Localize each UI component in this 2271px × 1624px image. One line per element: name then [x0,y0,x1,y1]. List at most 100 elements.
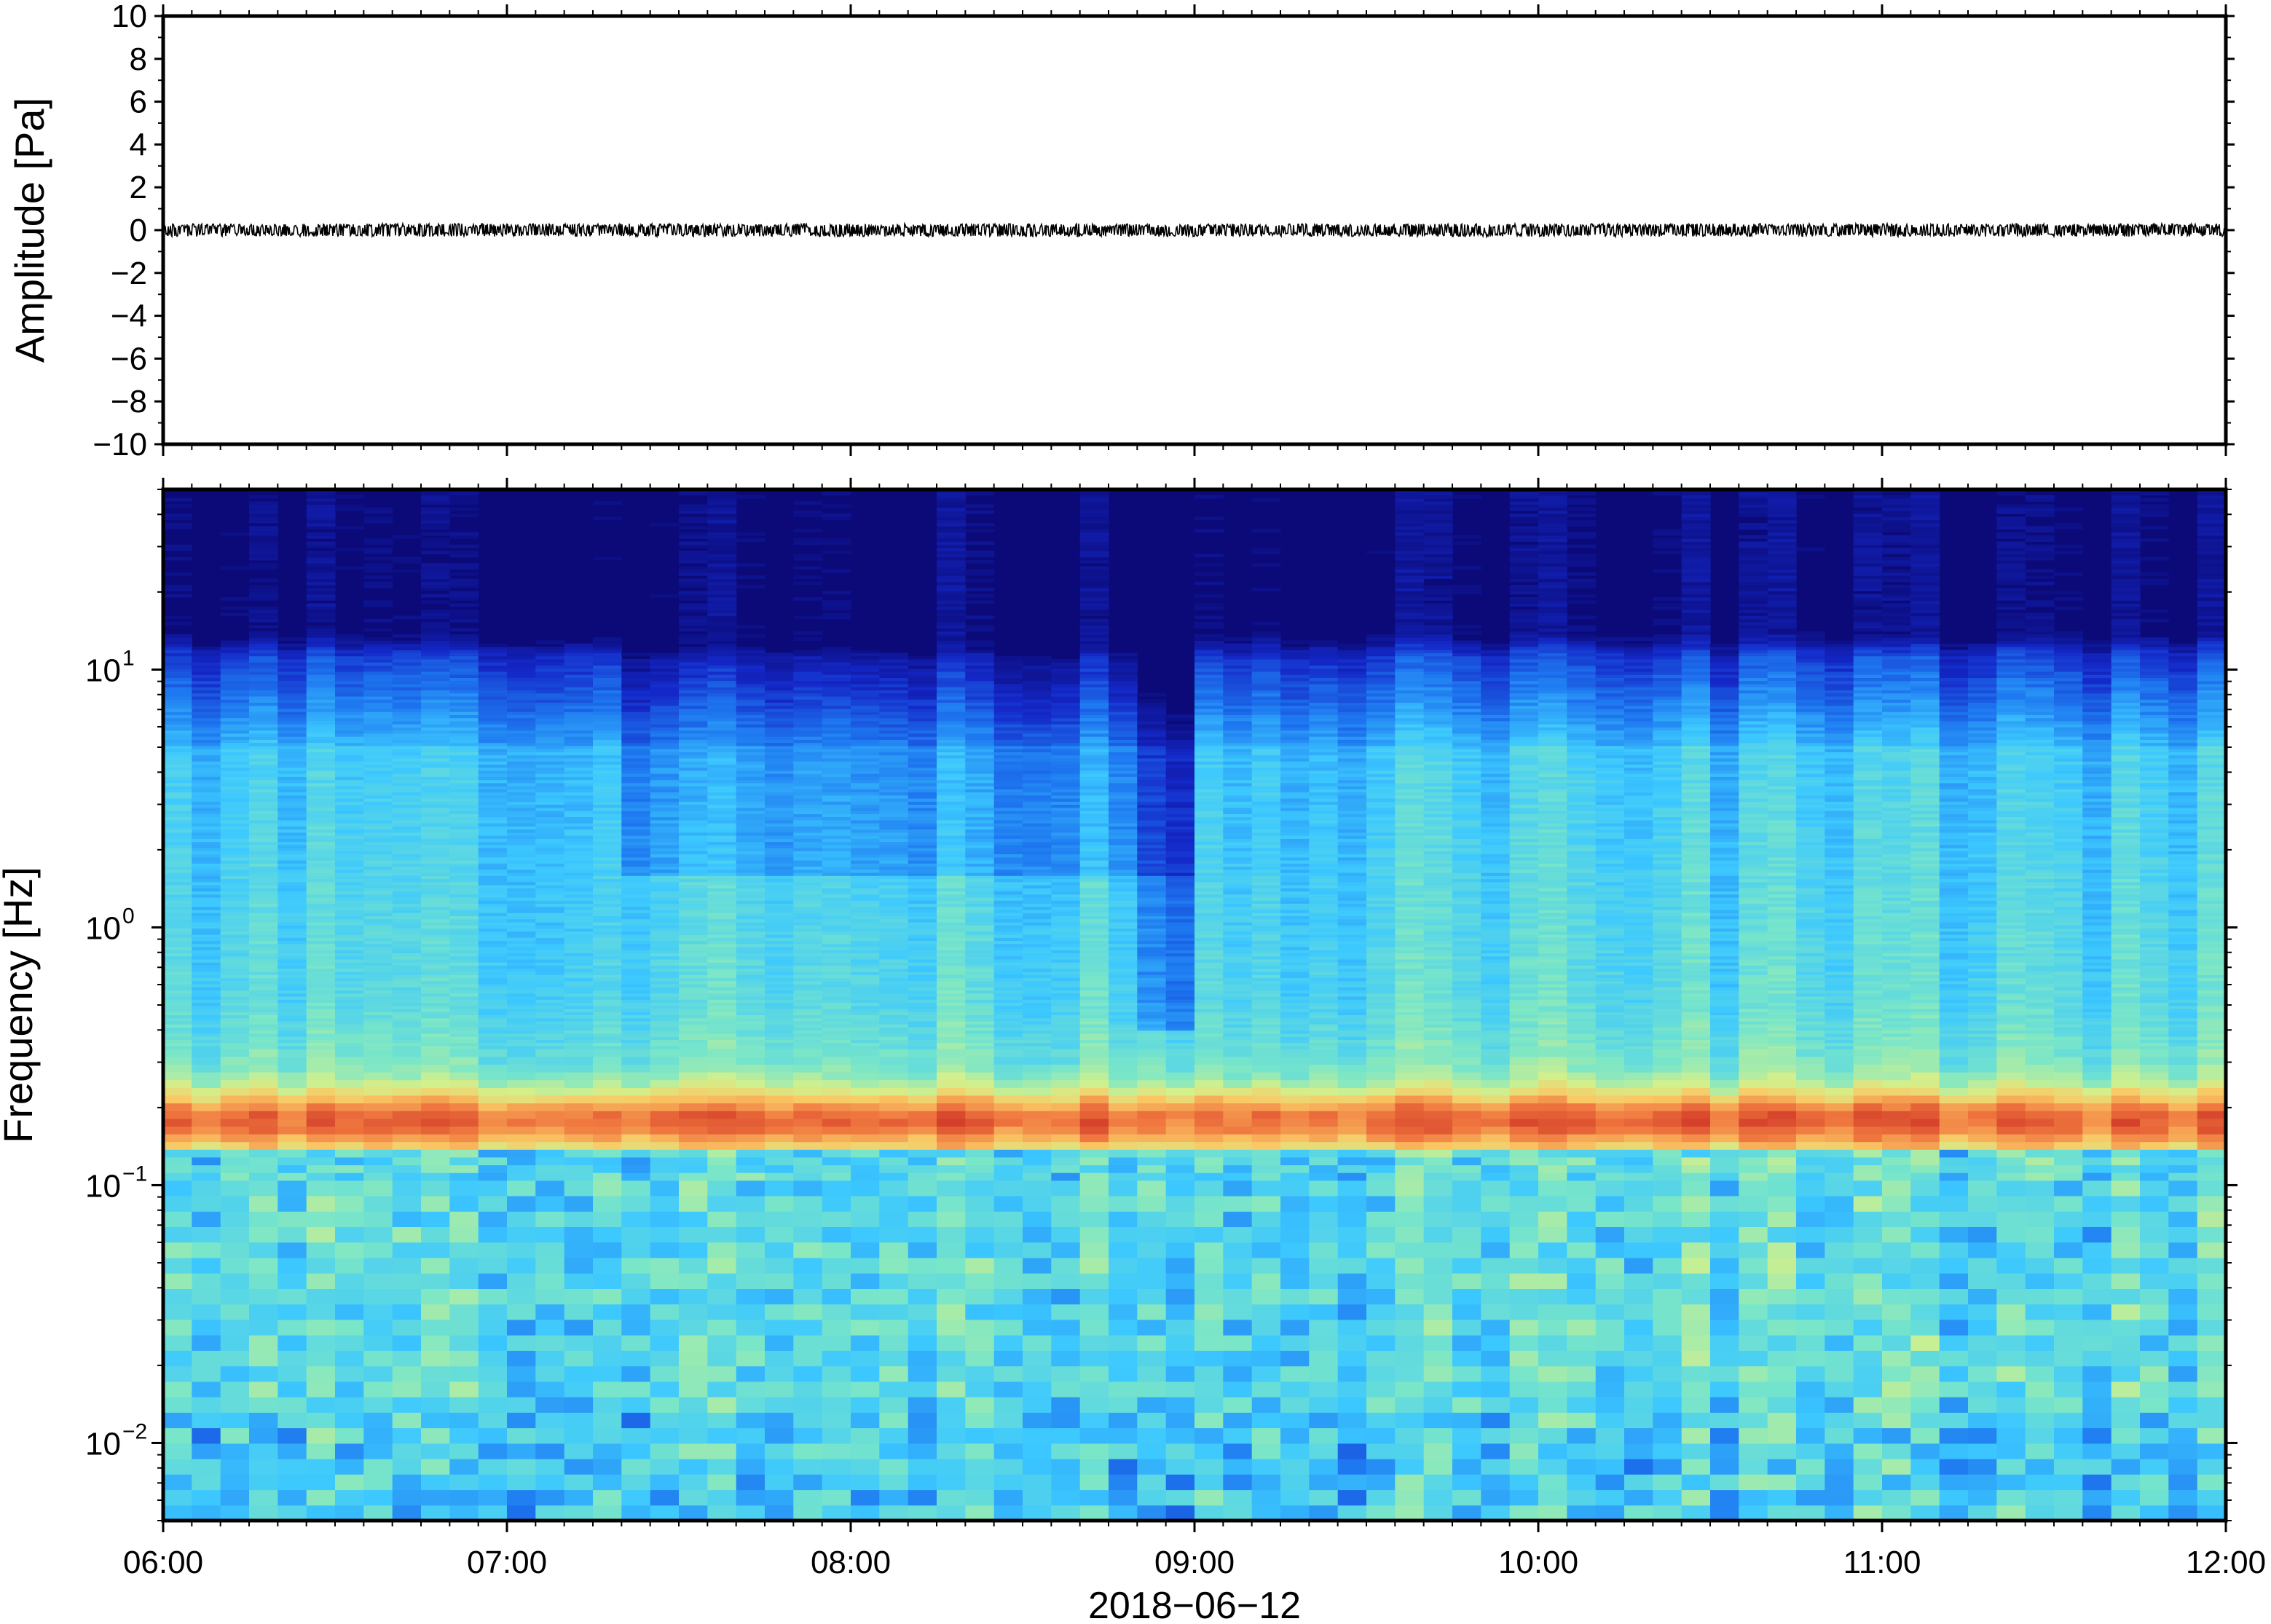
spectrogram-cell [220,953,250,957]
spectrogram-cell [363,650,393,653]
spectrogram-cell [335,854,364,858]
spectrogram-cell [736,1017,765,1022]
spectrogram-cell [449,754,479,759]
spectrogram-cell [564,764,594,768]
spectrogram-cell [392,1039,422,1044]
spectrogram-cell [879,1005,909,1009]
spectrogram-cell [278,782,307,787]
spectrogram-cell [363,1064,393,1073]
spectrogram-cell [306,566,336,570]
spectrogram-cell [392,953,422,957]
spectrogram-cell [335,872,364,876]
spectrogram-cell [908,1459,937,1475]
spectrogram-cell [192,999,221,1003]
spectrogram-cell [507,999,536,1003]
spectrogram-cell [363,1397,393,1413]
spectrogram-cell [278,811,307,814]
spectrogram-cell [879,1064,909,1073]
spectrogram-cell [163,816,192,821]
spectrogram-cell [851,875,880,880]
spectrogram-cell [192,745,221,749]
spectrogram-cell [363,690,393,694]
spectrogram-cell [249,1273,278,1289]
spectrogram-cell [593,996,622,1000]
spectrogram-cell [478,712,508,715]
spectrogram-cell [793,650,823,653]
spectrogram-cell [278,856,307,861]
spectrogram-cell [535,1045,565,1049]
spectrogram-cell [278,1064,307,1073]
spectrogram-cell [793,1118,823,1127]
spectrogram-cell [363,754,393,759]
spectrogram-cell [765,848,794,851]
spectrogram-cell [249,881,278,886]
spectrogram-cell [335,1397,364,1413]
spectrogram-cell [593,776,622,781]
spectrogram-cell [192,807,221,811]
spectrogram-cell [163,742,192,746]
spectrogram-cell [421,1412,450,1429]
spectrogram-cell [392,1033,422,1037]
spectrogram-cell [564,767,594,771]
spectrogram-cell [392,1505,422,1521]
spectrogram-cell [793,749,823,752]
spectrogram-cell [306,687,336,690]
spectrogram-cell [163,1164,192,1173]
spectrogram-cell [478,1226,508,1243]
spectrogram-cell [679,885,708,888]
spectrogram-cell [220,872,250,876]
spectrogram-cell [449,965,479,969]
spectrogram-cell [736,1180,765,1197]
spectrogram-cell [707,494,737,499]
spectrogram-cell [249,779,278,784]
spectrogram-cell [278,804,307,808]
spectrogram-cell [707,955,737,960]
spectrogram-cell [679,1005,708,1009]
spectrogram-cell [650,1134,680,1143]
spectrogram-cell [392,878,422,883]
spectrogram-cell [278,844,307,848]
spectrogram-cell [851,720,880,725]
spectrogram-cell [163,1111,192,1119]
spectrogram-cell [621,965,651,969]
spectrogram-cell [507,934,536,938]
spectrogram-cell [593,950,622,953]
spectrogram-cell [392,910,422,913]
spectrogram-cell [363,811,393,814]
spectrogram-cell [507,653,536,657]
spectrogram-cell [851,897,880,901]
spectrogram-cell [363,665,393,669]
spectrogram-cell [679,959,708,963]
spectrogram-cell [449,829,479,833]
spectrogram-cell [765,1002,794,1006]
spectrogram-cell [478,1033,508,1037]
spectrogram-cell [306,1489,336,1506]
spectrogram-cell [851,1079,880,1088]
spectrogram-cell [220,854,250,858]
spectrogram-cell [621,891,651,895]
spectrogram-cell [879,1030,909,1034]
spectrogram-cell [163,925,192,929]
spectrogram-cell [220,937,250,942]
spectrogram-cell [621,1017,651,1022]
spectrogram-cell [421,987,450,990]
spectrogram-cell [822,947,851,950]
spectrogram-cell [535,742,565,746]
spectrogram-cell [707,504,737,508]
spectrogram-cell [851,829,880,833]
spectrogram-cell [392,841,422,845]
spectrogram-cell [220,878,250,883]
spectrogram-cell [363,1030,393,1034]
spectrogram-cell [449,918,479,923]
spectrogram-cell [736,971,765,975]
spectrogram-cell [564,680,594,685]
spectrogram-cell [793,888,823,892]
spectrogram-cell [249,844,278,848]
spectrogram-cell [163,1172,192,1181]
spectrogram-cell [621,693,651,697]
spectrogram-cell [507,848,536,851]
spectrogram-cell [363,519,393,524]
spectrogram-cell [363,813,393,818]
spectrogram-cell [363,804,393,808]
spectrogram-cell [879,1365,909,1382]
